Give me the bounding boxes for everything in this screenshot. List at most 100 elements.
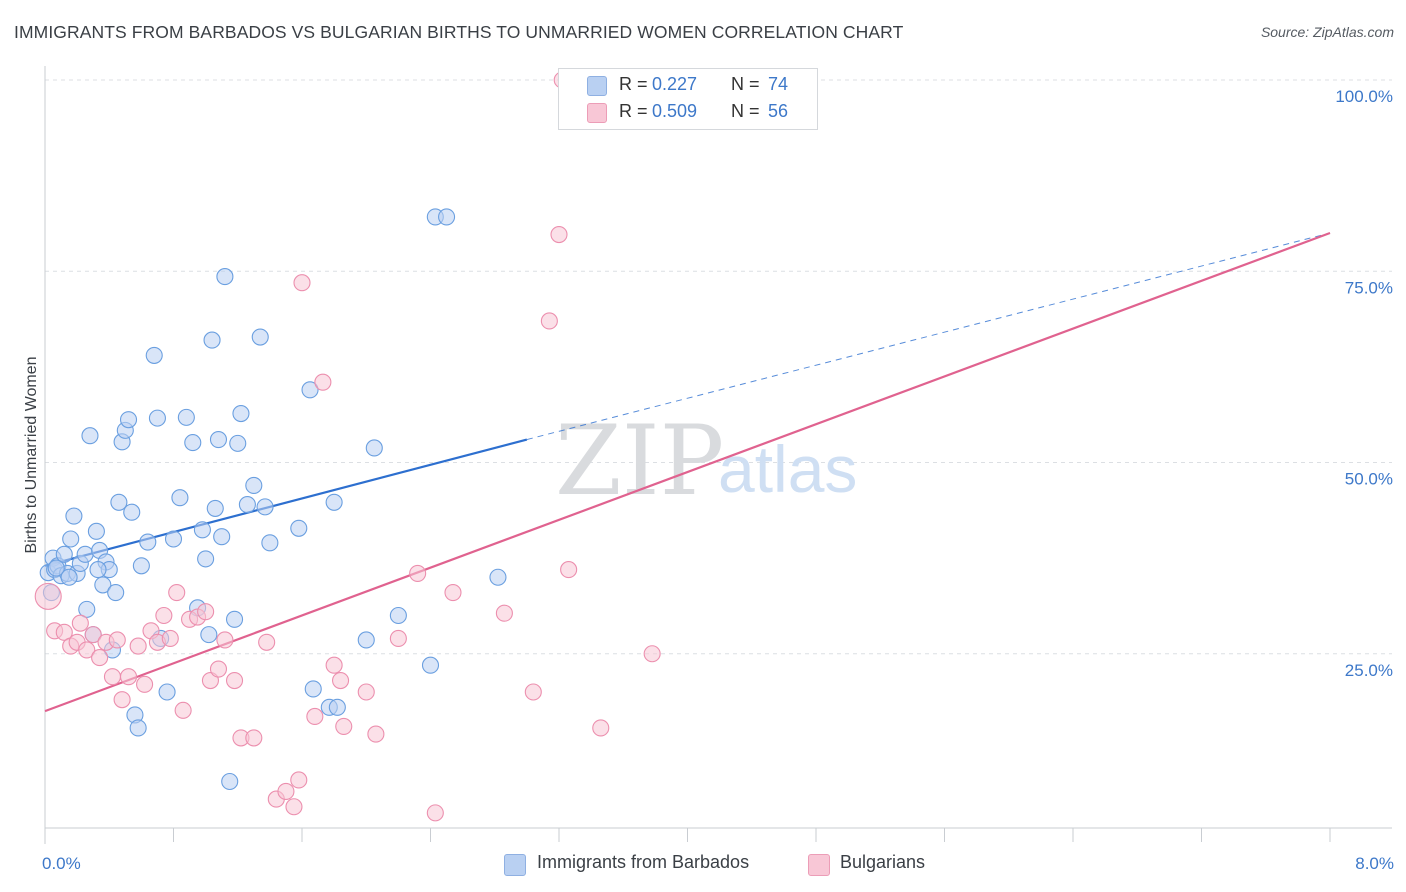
point-barbados xyxy=(139,533,157,551)
point-barbados xyxy=(238,496,256,514)
trendline-bulgarians xyxy=(44,231,1331,713)
point-barbados xyxy=(87,522,105,540)
point-barbados xyxy=(76,545,94,563)
point-bulgarians xyxy=(71,614,89,632)
legend-row-barbados: R = 0.227 N = 74 xyxy=(559,74,817,98)
point-barbados xyxy=(62,530,80,548)
point-bulgarians xyxy=(245,729,263,747)
point-barbados xyxy=(164,530,183,548)
point-bulgarians xyxy=(108,631,126,649)
legend-n-value: 56 xyxy=(768,101,789,121)
point-bulgarians xyxy=(129,637,147,655)
point-bulgarians xyxy=(495,604,513,622)
point-barbados xyxy=(145,346,163,364)
legend-r-key: R = xyxy=(619,101,648,121)
point-barbados xyxy=(209,430,228,449)
point-bulgarians xyxy=(306,707,324,726)
point-bulgarians xyxy=(540,312,558,330)
x-tick-label-max: 8.0% xyxy=(1355,854,1394,873)
point-bulgarians xyxy=(331,671,350,690)
point-barbados xyxy=(256,498,274,516)
point-bulgarians xyxy=(643,645,661,663)
series-swatch-barbados xyxy=(504,854,526,876)
watermark-zip: ZIP xyxy=(555,405,724,517)
point-barbados xyxy=(421,656,440,674)
point-bulgarians xyxy=(155,606,173,625)
point-barbados xyxy=(60,568,78,586)
point-bulgarians xyxy=(84,626,102,644)
point-barbados xyxy=(200,626,218,644)
point-bulgarians xyxy=(78,641,96,659)
legend-n-key: N = xyxy=(731,101,760,121)
point-bulgarians xyxy=(409,564,427,582)
y-tick-label-25: 25.0% xyxy=(1345,661,1393,680)
point-barbados xyxy=(171,489,189,507)
point-barbados xyxy=(158,683,176,701)
point-bulgarians xyxy=(174,701,192,719)
series-legend: Immigrants from Barbados Bulgarians xyxy=(0,852,1406,876)
point-barbados xyxy=(94,576,112,594)
series-swatch-bulgarians xyxy=(808,854,830,876)
point-barbados xyxy=(148,409,166,427)
point-bulgarians xyxy=(277,782,295,801)
trendline-barbados-extension xyxy=(526,232,1331,441)
point-bulgarians xyxy=(367,725,385,743)
point-bulgarians xyxy=(550,225,568,244)
point-barbados xyxy=(216,268,234,286)
point-barbados xyxy=(107,583,125,602)
point-barbados xyxy=(328,698,346,716)
point-barbados xyxy=(290,519,308,537)
series-label-barbados: Immigrants from Barbados xyxy=(537,852,750,872)
grid-layer xyxy=(45,79,1392,655)
point-bulgarians xyxy=(314,373,332,391)
point-barbados xyxy=(261,534,279,552)
point-barbados xyxy=(78,600,96,618)
watermark-atlas: atlas xyxy=(718,432,857,506)
point-bulgarians xyxy=(34,582,62,610)
legend-swatch-bulgarians xyxy=(587,103,607,123)
axis-layer xyxy=(44,66,1392,844)
point-barbados xyxy=(206,499,224,517)
point-barbados xyxy=(389,606,407,625)
point-barbados xyxy=(129,719,147,737)
chart-title: IMMIGRANTS FROM BARBADOS VS BULGARIAN BI… xyxy=(14,22,904,42)
point-bulgarians xyxy=(560,561,578,579)
point-bulgarians xyxy=(103,668,122,686)
legend-n-key: N = xyxy=(731,74,760,94)
legend-swatch-barbados xyxy=(587,76,607,96)
point-bulgarians xyxy=(285,798,303,816)
point-barbados xyxy=(304,680,322,698)
point-barbados xyxy=(245,476,263,495)
point-barbados xyxy=(81,427,99,445)
point-barbados xyxy=(203,331,221,349)
point-bulgarians xyxy=(197,603,215,621)
point-bulgarians xyxy=(444,583,462,602)
point-bulgarians xyxy=(216,631,234,649)
y-tick-label-50: 50.0% xyxy=(1345,470,1393,489)
point-barbados xyxy=(213,528,231,546)
point-bulgarians xyxy=(290,771,308,789)
point-barbados xyxy=(132,557,150,575)
legend-r-value: 0.227 xyxy=(652,74,698,94)
series-label-bulgarians: Bulgarians xyxy=(840,852,926,872)
point-bulgarians xyxy=(161,629,179,648)
point-bulgarians xyxy=(119,668,138,686)
legend-r-key: R = xyxy=(619,74,648,94)
point-barbados xyxy=(197,550,215,568)
point-bulgarians xyxy=(426,804,444,822)
point-bulgarians xyxy=(258,633,276,651)
point-barbados xyxy=(123,503,141,521)
y-tick-label-75: 75.0% xyxy=(1345,278,1393,297)
point-barbados xyxy=(184,434,202,452)
point-barbados xyxy=(357,631,375,649)
point-bulgarians xyxy=(335,717,353,735)
point-barbados xyxy=(365,439,383,457)
chart-source: Source: ZipAtlas.com xyxy=(1260,24,1394,40)
point-barbados xyxy=(177,408,195,426)
point-barbados xyxy=(55,545,73,563)
point-barbados xyxy=(251,328,269,346)
point-barbados xyxy=(438,208,456,226)
point-bulgarians xyxy=(113,691,131,709)
point-barbados xyxy=(193,521,211,539)
